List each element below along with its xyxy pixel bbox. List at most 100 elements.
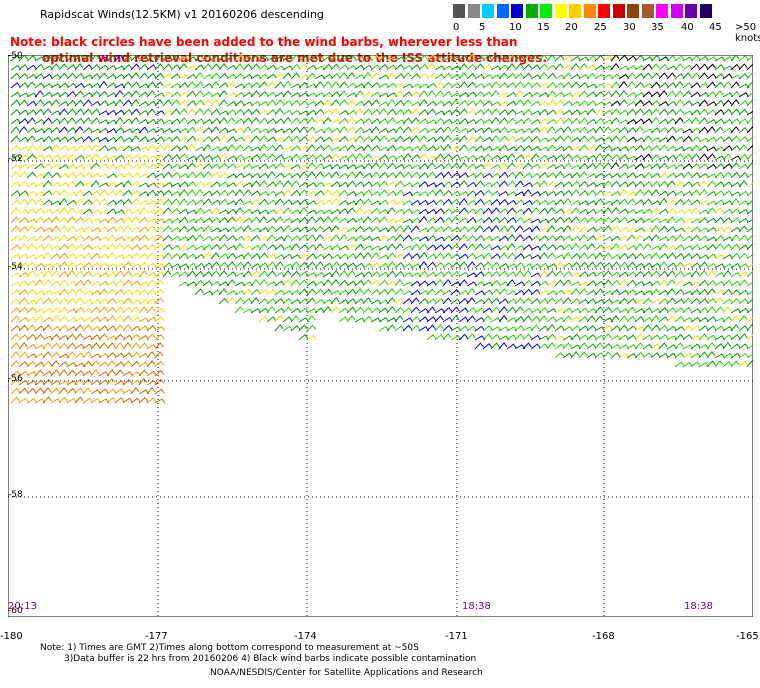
wind-barb [162, 234, 173, 242]
wind-barb [338, 117, 349, 125]
wind-barb [530, 64, 541, 71]
wind-barb [714, 190, 725, 197]
wind-barb [330, 261, 340, 269]
wind-barb [434, 73, 445, 80]
wind-barb [234, 297, 244, 305]
wind-barb [58, 361, 69, 368]
wind-barb [98, 288, 108, 296]
wind-barb [154, 110, 166, 116]
wind-barb [202, 217, 213, 224]
wind-barb [578, 281, 590, 287]
wind-barb [10, 289, 21, 296]
wind-barb [674, 209, 686, 215]
wind-barb [410, 135, 420, 143]
wind-barb [218, 55, 228, 62]
wind-barb [546, 270, 556, 278]
wind-barb [650, 63, 660, 71]
wind-barb [490, 288, 501, 296]
wind-barb [498, 180, 508, 188]
wind-barb [58, 91, 69, 98]
wind-barb [106, 181, 117, 188]
wind-barb [378, 227, 390, 233]
wind-barb [706, 207, 716, 215]
wind-barb [346, 298, 357, 305]
wind-barb [186, 181, 197, 188]
wind-barb [410, 55, 422, 62]
wind-barb [586, 63, 597, 71]
wind-barb [154, 92, 166, 98]
wind-barb [98, 333, 108, 341]
wind-barb [674, 108, 685, 116]
wind-barb [66, 136, 77, 143]
wind-barb [618, 208, 629, 215]
wind-barb [418, 236, 430, 242]
wind-barb [674, 270, 685, 278]
wind-barb [234, 235, 245, 242]
wind-barb [370, 162, 380, 170]
wind-barb [578, 100, 589, 107]
wind-barb [218, 297, 229, 305]
wind-barb [290, 254, 302, 260]
wind-barb [26, 270, 36, 278]
wind-barb [202, 270, 213, 278]
wind-barb [522, 342, 532, 350]
wind-barb [642, 100, 653, 107]
wind-barb [290, 172, 301, 179]
wind-barb [282, 306, 292, 314]
wind-barb [682, 181, 693, 188]
wind-barb [162, 207, 172, 215]
wind-barb [674, 298, 685, 305]
wind-barb [458, 92, 470, 98]
wind-barb [58, 396, 69, 404]
wind-barb [146, 108, 156, 116]
wind-barb [498, 144, 509, 152]
wind-barb [74, 234, 84, 242]
wind-barb [194, 99, 205, 107]
wind-barb [114, 109, 125, 116]
wind-barb [538, 55, 548, 62]
wind-barb [266, 144, 277, 152]
wind-barb [674, 252, 685, 260]
wind-barb [26, 360, 37, 368]
wind-barb [410, 253, 421, 260]
wind-barb [642, 253, 653, 260]
wind-barb [506, 343, 517, 350]
wind-barb [370, 55, 381, 62]
wind-barb [610, 279, 621, 287]
wind-barb [698, 163, 709, 170]
wind-barb [226, 189, 237, 197]
wind-barb [666, 315, 676, 323]
wind-barb [458, 207, 468, 215]
wind-barb [602, 144, 613, 152]
wind-barb [194, 153, 205, 161]
wind-barb [746, 307, 753, 314]
wind-barb [450, 298, 461, 305]
wind-barb [426, 119, 438, 125]
wind-barb [346, 243, 357, 251]
wind-barb [186, 226, 197, 233]
scale-label: 35 [651, 22, 664, 33]
wind-barb [466, 296, 476, 305]
wind-barb [106, 101, 118, 107]
wind-barb [186, 64, 197, 71]
wind-barb [226, 64, 237, 71]
wind-barb [506, 317, 518, 323]
wind-barb [690, 244, 701, 251]
wind-barb [106, 242, 116, 251]
wind-barb [130, 333, 141, 341]
wind-barb [234, 261, 245, 269]
wind-barb [282, 297, 293, 305]
wind-barb [258, 109, 269, 116]
wind-barb [402, 136, 413, 143]
wind-barb [290, 200, 302, 206]
wind-barb [522, 199, 534, 206]
wind-barb [282, 325, 293, 332]
wind-barb [690, 189, 700, 197]
wind-barb [610, 288, 621, 296]
wind-barb [546, 136, 557, 143]
wind-barb [738, 73, 749, 80]
wind-barb [66, 333, 76, 341]
wind-barb [538, 207, 549, 215]
wind-barb [714, 342, 725, 350]
wind-barb [458, 63, 468, 71]
